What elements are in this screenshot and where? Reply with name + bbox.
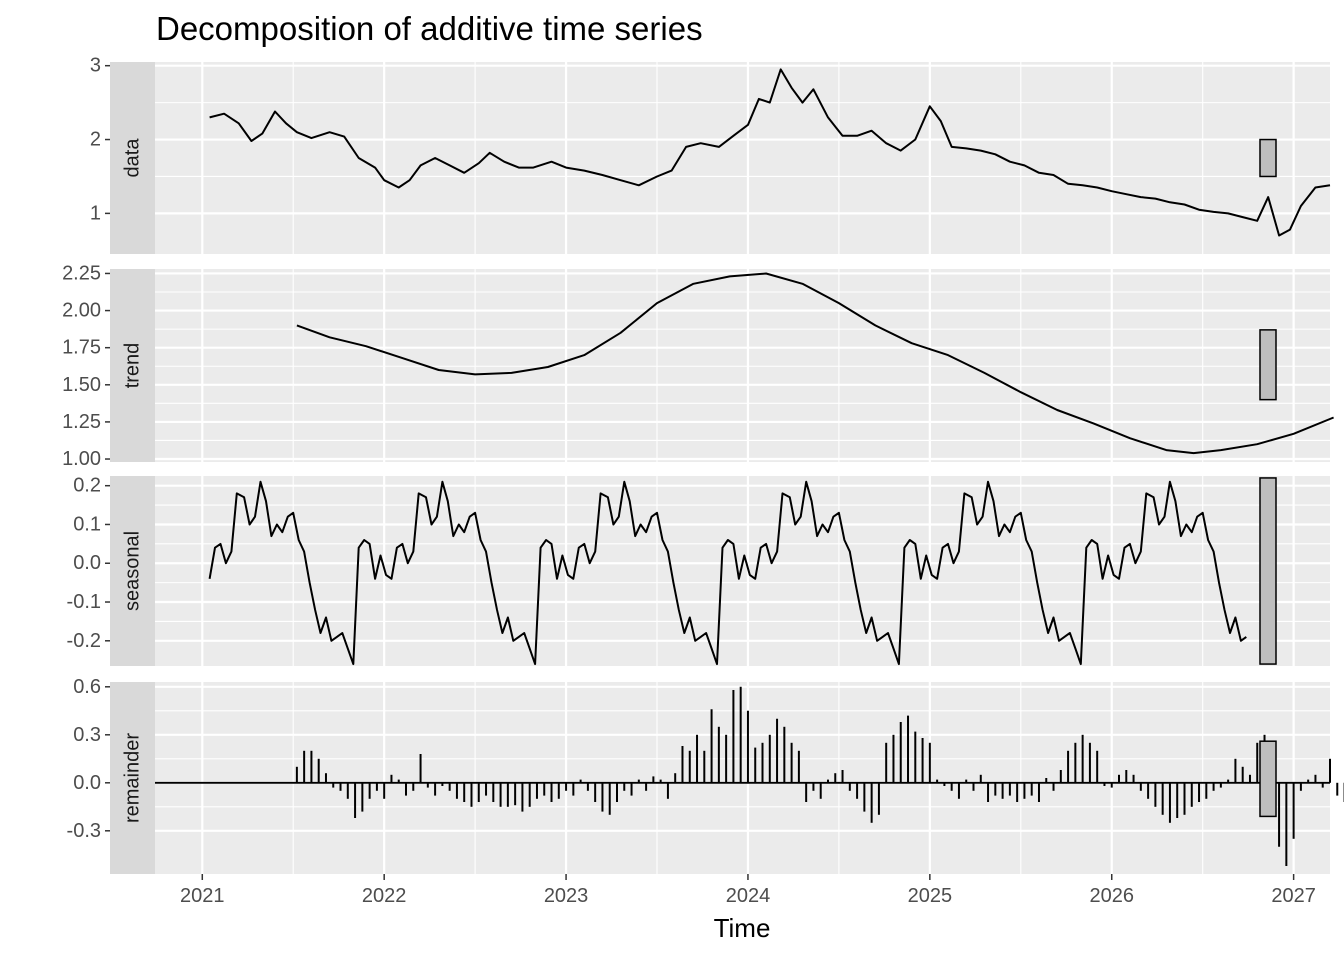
strip-label: remainder	[122, 733, 144, 823]
panel-data: data 1 2 3	[90, 55, 1331, 254]
x-tick-label: 2023	[544, 885, 589, 907]
y-tick-label: 1.50	[62, 374, 101, 396]
data-series-line	[209, 68, 1331, 237]
y-tick-label: -0.1	[67, 591, 101, 613]
y-tick-label: 1.00	[62, 448, 101, 470]
panel-remainder: remainder -0.3 0.0 0.3 0.6	[67, 676, 1344, 874]
x-tick-label: 2025	[908, 885, 953, 907]
chart-title: Decomposition of additive time series	[156, 10, 703, 47]
x-tick-label: 2027	[1271, 885, 1316, 907]
x-tick-label: 2021	[180, 885, 225, 907]
y-tick-label: 1.75	[62, 337, 101, 359]
seasonal-series-line	[208, 480, 1247, 666]
range-bar	[1259, 138, 1277, 178]
strip-label: data	[122, 138, 144, 178]
y-tick-label: 3	[90, 55, 101, 77]
x-tick-label: 2024	[726, 885, 771, 907]
x-axis-label: Time	[714, 913, 771, 943]
strip-label: trend	[122, 343, 144, 389]
panel-seasonal: seasonal -0.2 -0.1 0.0 0.1 0.2	[67, 475, 1330, 666]
strip-background	[110, 269, 155, 462]
y-tick-label: 0.1	[73, 513, 101, 535]
x-tick-label: 2026	[1089, 885, 1134, 907]
x-tick-label: 2022	[362, 885, 407, 907]
strip-background	[110, 62, 155, 254]
strip-background	[110, 682, 155, 874]
y-tick-label: 0.0	[73, 772, 101, 794]
strip-label: seasonal	[122, 531, 144, 611]
y-tick-label: 2.00	[62, 300, 101, 322]
panel-trend: trend 1.00 1.25 1.50 1.75 2.00 2.25	[62, 262, 1334, 470]
plot-layer: data 1 2 3 trend 1.00 1.25 1.50 1.75 2.00 2.25 seas…	[62, 55, 1344, 907]
y-tick-label: 2.25	[62, 262, 101, 284]
panel-background	[155, 476, 1330, 666]
y-tick-label: -0.3	[67, 820, 101, 842]
y-tick-label: 0.0	[73, 552, 101, 574]
range-bar	[1259, 329, 1277, 401]
y-tick-label: 0.3	[73, 724, 101, 746]
strip-background	[110, 476, 155, 666]
panel-background	[155, 62, 1330, 254]
y-tick-label: 0.6	[73, 676, 101, 698]
y-tick-label: -0.2	[67, 630, 101, 652]
panel-background	[155, 269, 1330, 462]
range-bar	[1259, 740, 1277, 818]
range-bar	[1259, 477, 1277, 665]
y-tick-label: 0.2	[73, 475, 101, 497]
y-tick-label: 1	[90, 202, 101, 224]
trend-series-line	[296, 272, 1334, 455]
y-tick-label: 1.25	[62, 411, 101, 433]
y-tick-label: 2	[90, 129, 101, 151]
